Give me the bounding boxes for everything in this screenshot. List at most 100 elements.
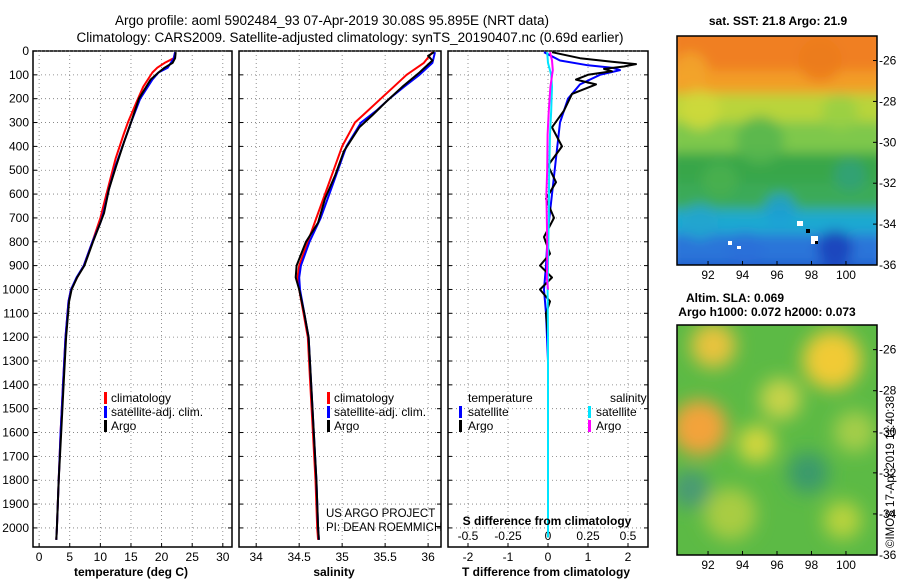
salinity-grid [239,50,441,547]
depth-tick-label: 1900 [2,497,29,511]
depth-tick-label: 900 [9,259,29,273]
sla-anomaly [704,488,757,540]
legend-t-satellite-swatch [459,406,462,418]
depth-tick-label: 1200 [2,330,29,344]
salinity-legend: climatology satellite-adj. clim. Argo [327,391,426,433]
legend-s-argo-swatch [588,420,591,432]
series-line-climatology [55,51,177,540]
temperature-grid [33,50,232,547]
map-x-tick-label: 98 [805,558,819,572]
top-tick-label: 0.5 [620,529,637,543]
depth-tick-label: 800 [9,235,29,249]
depth-tick-label: 0 [22,44,29,58]
sst-speckles [728,221,818,249]
map-x-tick-label: 100 [836,268,856,282]
figure-title-line2: Climatology: CARS2009. Satellite-adjuste… [76,30,623,45]
sst-patch [680,90,720,130]
depth-tick-label: 100 [9,68,29,82]
sst-map-title: sat. SST: 21.8 Argo: 21.9 [709,14,848,28]
depth-tick-label: 1400 [2,378,29,392]
sla-anomaly [833,411,876,453]
land-speckle [797,221,803,226]
map-y-tick-label: -26 [879,54,897,68]
x-tick-label: 0 [545,550,552,564]
sst-map-image [677,36,877,265]
depth-tick-label: 1600 [2,426,29,440]
figure-title-line1: Argo profile: aoml 5902484_93 07-Apr-201… [115,13,549,28]
sla-map-tick-labels: 92 94 96 98 100 -26 -28 -30 -32 -34 -36 [701,343,896,572]
imos-watermark: ©IMOS 17-Apr-2019 11:40:38 [885,396,897,548]
legend-s-argo-label: Argo [596,419,622,433]
depth-tick-label: 600 [9,187,29,201]
salinity-panel-frame [238,50,442,548]
temperature-series [55,51,177,540]
legend-s-satellite-label: satellite [596,405,637,419]
depth-tick-label: 2000 [2,521,29,535]
sla-anomaly [677,400,727,456]
legend-climatology-swatch [104,392,107,404]
sla-anomaly [737,425,776,464]
legend-climatology-swatch [327,392,330,404]
sst-patch [677,52,708,88]
depth-tick-label: 200 [9,92,29,106]
series-line-t-satellite [543,51,621,538]
series-line-s-argo [545,51,554,290]
credit-project: US ARGO PROJECT [326,508,435,520]
land-speckle [811,236,818,244]
sst-band [677,36,877,77]
sla-anomaly [787,452,829,494]
map-y-tick-label: -32 [879,176,897,190]
map-y-tick-label: -28 [879,94,897,108]
sst-patch [817,230,853,265]
map-x-tick-label: 96 [770,558,784,572]
legend-t-argo-label: Argo [468,419,494,433]
series-line-satellite-adj-clim- [298,51,436,540]
depth-tick-label: 1000 [2,282,29,296]
depth-tick-label: 1700 [2,449,29,463]
x-tick-label: 1 [585,550,592,564]
map-x-tick-label: 92 [701,268,715,282]
temperature-panel-frame [32,50,233,548]
depth-tick-label: 1500 [2,402,29,416]
sst-patch [798,38,842,82]
map-y-tick-label: -28 [879,384,897,398]
depth-tick-label: 1300 [2,354,29,368]
x-tick-label: 2 [625,550,632,564]
legend-climatology-label: climatology [334,391,394,405]
map-y-tick-label: -34 [879,217,897,231]
x-tick-label: 20 [155,550,169,564]
temperature-xlabel: temperature (deg C) [74,565,188,579]
legend-temperature-title: temperature [468,391,533,405]
x-tick-label: 10 [94,550,108,564]
legend-argo-label: Argo [334,419,360,433]
difference-legend: temperature satellite Argo salinity sate… [459,391,647,433]
land-speckle [815,241,818,244]
x-tick-label: 25 [186,550,200,564]
legend-satellite-swatch [327,406,330,418]
legend-satellite-swatch [104,406,107,418]
x-tick-label: 35 [335,550,349,564]
top-tick-label: -0.25 [494,529,522,543]
map-x-tick-label: 96 [770,268,784,282]
sla-anomaly [677,470,710,509]
legend-argo-swatch [104,420,107,432]
sla-map-subtitle: Argo h1000: 0.072 h2000: 0.073 [678,305,856,319]
sla-anomaly [802,330,862,390]
legend-satellite-label: satellite-adj. clim. [111,405,203,419]
sla-anomaly [690,325,736,368]
difference-top-xlabel: S difference from climatology [463,514,632,528]
legend-argo-label: Argo [111,419,137,433]
depth-tick-label: 300 [9,116,29,130]
x-tick-label: -2 [463,550,474,564]
map-x-tick-label: 94 [736,268,750,282]
series-line-t-argo [539,51,637,338]
depth-tick-label: 700 [9,211,29,225]
depth-tick-label: 400 [9,139,29,153]
land-speckle [737,246,741,249]
difference-tick-labels: -2 -1 0 1 2 [463,550,632,564]
sst-map-tick-labels: 92 94 96 98 100 -26 -28 -30 -32 -34 -36 [701,54,896,282]
x-tick-label: 34 [250,550,264,564]
top-tick-label: -0.5 [458,529,479,543]
legend-t-satellite-label: satellite [468,405,509,419]
